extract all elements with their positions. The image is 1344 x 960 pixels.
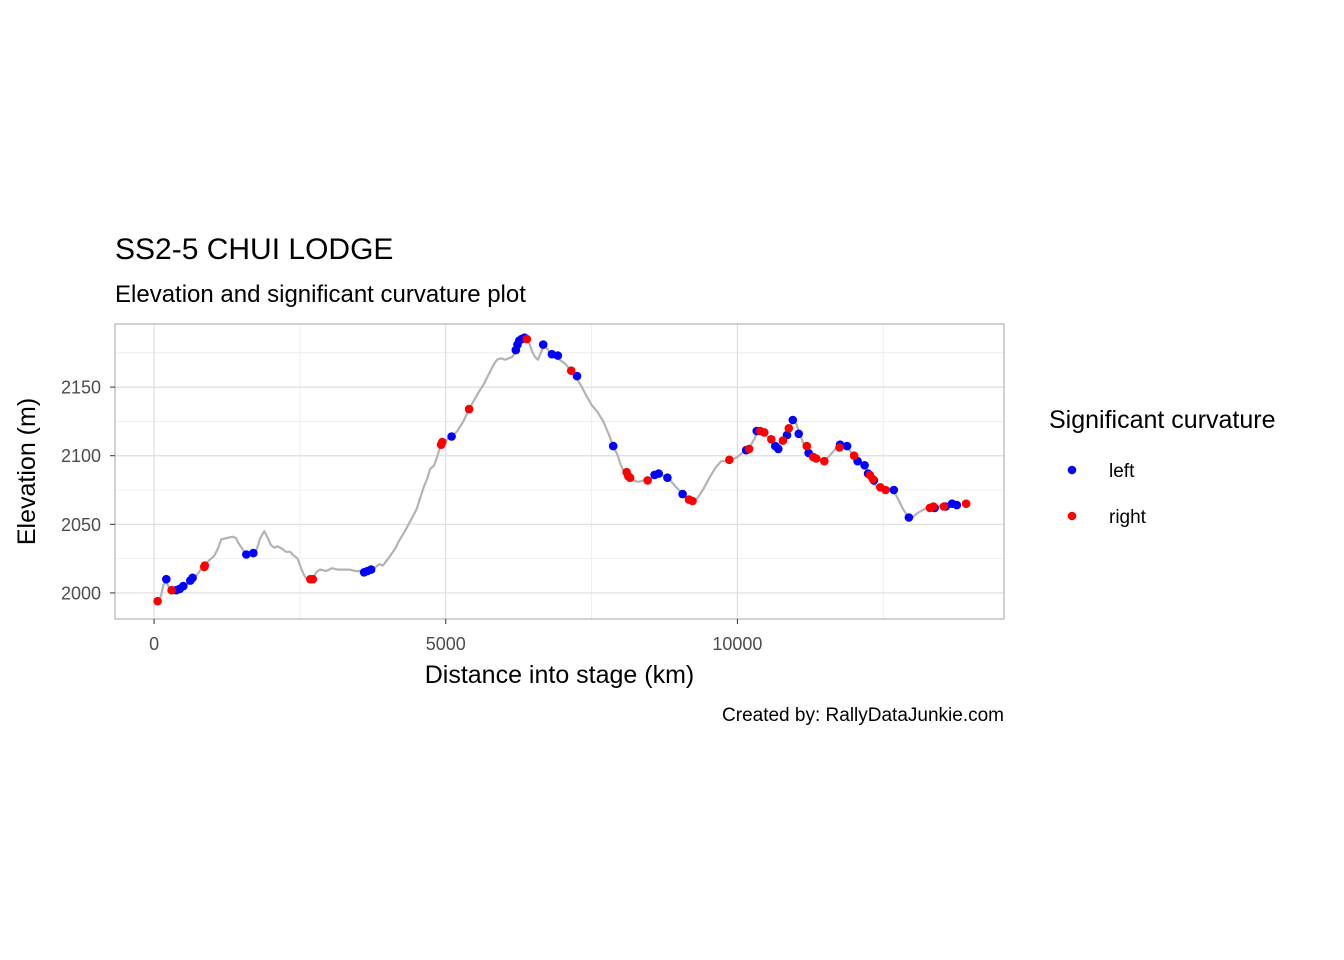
y-tick-label: 2050	[61, 515, 101, 535]
curvature-point-left	[889, 485, 899, 495]
curvature-point-left	[678, 489, 687, 499]
curvature-point-left	[794, 429, 803, 439]
curvature-point-right	[625, 473, 635, 483]
curvature-point-right	[939, 502, 949, 511]
chart-subtitle: Elevation and significant curvature plot	[115, 281, 526, 308]
y-tick-label: 2000	[61, 583, 101, 603]
curvature-point-right	[643, 476, 652, 485]
curvature-point-left	[188, 573, 197, 583]
chart-title: SS2-5 CHUI LODGE	[115, 233, 393, 266]
y-axis-ticks: 2000 2050 2100 2150	[61, 378, 115, 603]
curvature-point-right	[744, 444, 754, 454]
curvature-point-right	[725, 455, 734, 465]
curvature-point-right	[778, 436, 788, 445]
panel-border	[114, 323, 1005, 620]
curvature-point-right	[868, 474, 878, 484]
curvature-point-right	[438, 437, 447, 447]
curvature-point-right	[881, 485, 890, 495]
legend-entries: left right	[1067, 461, 1147, 528]
curvature-point-right	[929, 502, 938, 511]
x-axis-title: Distance into stage (km)	[425, 661, 695, 689]
caption: Created by: RallyDataJunkie.com	[722, 705, 1004, 726]
legend-title: Significant curvature	[1049, 406, 1276, 434]
x-axis-ticks: 0 5000 10000	[149, 619, 762, 654]
y-axis-title: Elevation (m)	[13, 398, 41, 545]
curvature-point-left	[952, 500, 962, 510]
y-tick-label: 2100	[61, 446, 101, 466]
curvature-point-left	[788, 415, 798, 425]
curvature-point-left	[608, 441, 618, 451]
curvature-point-left	[904, 513, 914, 522]
curvature-point-right	[688, 496, 697, 506]
curvature-point-left	[162, 574, 171, 584]
curvature-point-left	[179, 581, 188, 591]
legend-label-right: right	[1109, 507, 1147, 528]
curvature-point-right	[464, 404, 474, 414]
curvature-point-right	[835, 443, 844, 452]
x-tick-label: 5000	[426, 634, 466, 654]
curvature-point-left	[249, 548, 258, 558]
curvature-point-right	[820, 456, 829, 466]
curvature-point-right	[522, 334, 532, 344]
curvature-point-right	[200, 561, 210, 570]
curvature-point-right	[849, 451, 859, 461]
curvature-point-right	[961, 499, 971, 509]
curvature-point-left	[538, 340, 548, 349]
x-tick-label: 10000	[712, 634, 762, 654]
curvature-point-right	[566, 366, 576, 376]
curvature-point-left	[447, 432, 456, 441]
y-tick-label: 2150	[61, 378, 101, 398]
curvature-point-right	[784, 424, 794, 433]
curvature-point-left	[774, 444, 783, 454]
curvature-point-left	[663, 473, 672, 483]
legend-key-right	[1067, 511, 1077, 521]
curvature-point-right	[802, 441, 812, 451]
curvature-point-left	[654, 469, 663, 478]
curvature-point-right	[167, 585, 176, 595]
curvature-point-right	[308, 574, 318, 584]
curvature-point-left	[242, 550, 251, 559]
curvature-point-right	[811, 454, 821, 463]
curvature-point-left	[366, 565, 376, 574]
curvature-point-left	[572, 371, 582, 381]
curvature-point-right	[153, 596, 162, 606]
curvature-point-left	[860, 461, 869, 470]
curvature-point-right	[767, 435, 776, 444]
legend-key-left	[1067, 465, 1077, 475]
legend: Significant curvature left right	[1049, 406, 1276, 528]
curvature-point-left	[553, 351, 563, 360]
curvature-points-layer	[153, 333, 971, 606]
legend-label-left: left	[1109, 461, 1135, 482]
x-tick-label: 0	[149, 634, 159, 654]
curvature-point-left	[842, 441, 852, 451]
curvature-point-right	[760, 428, 769, 437]
